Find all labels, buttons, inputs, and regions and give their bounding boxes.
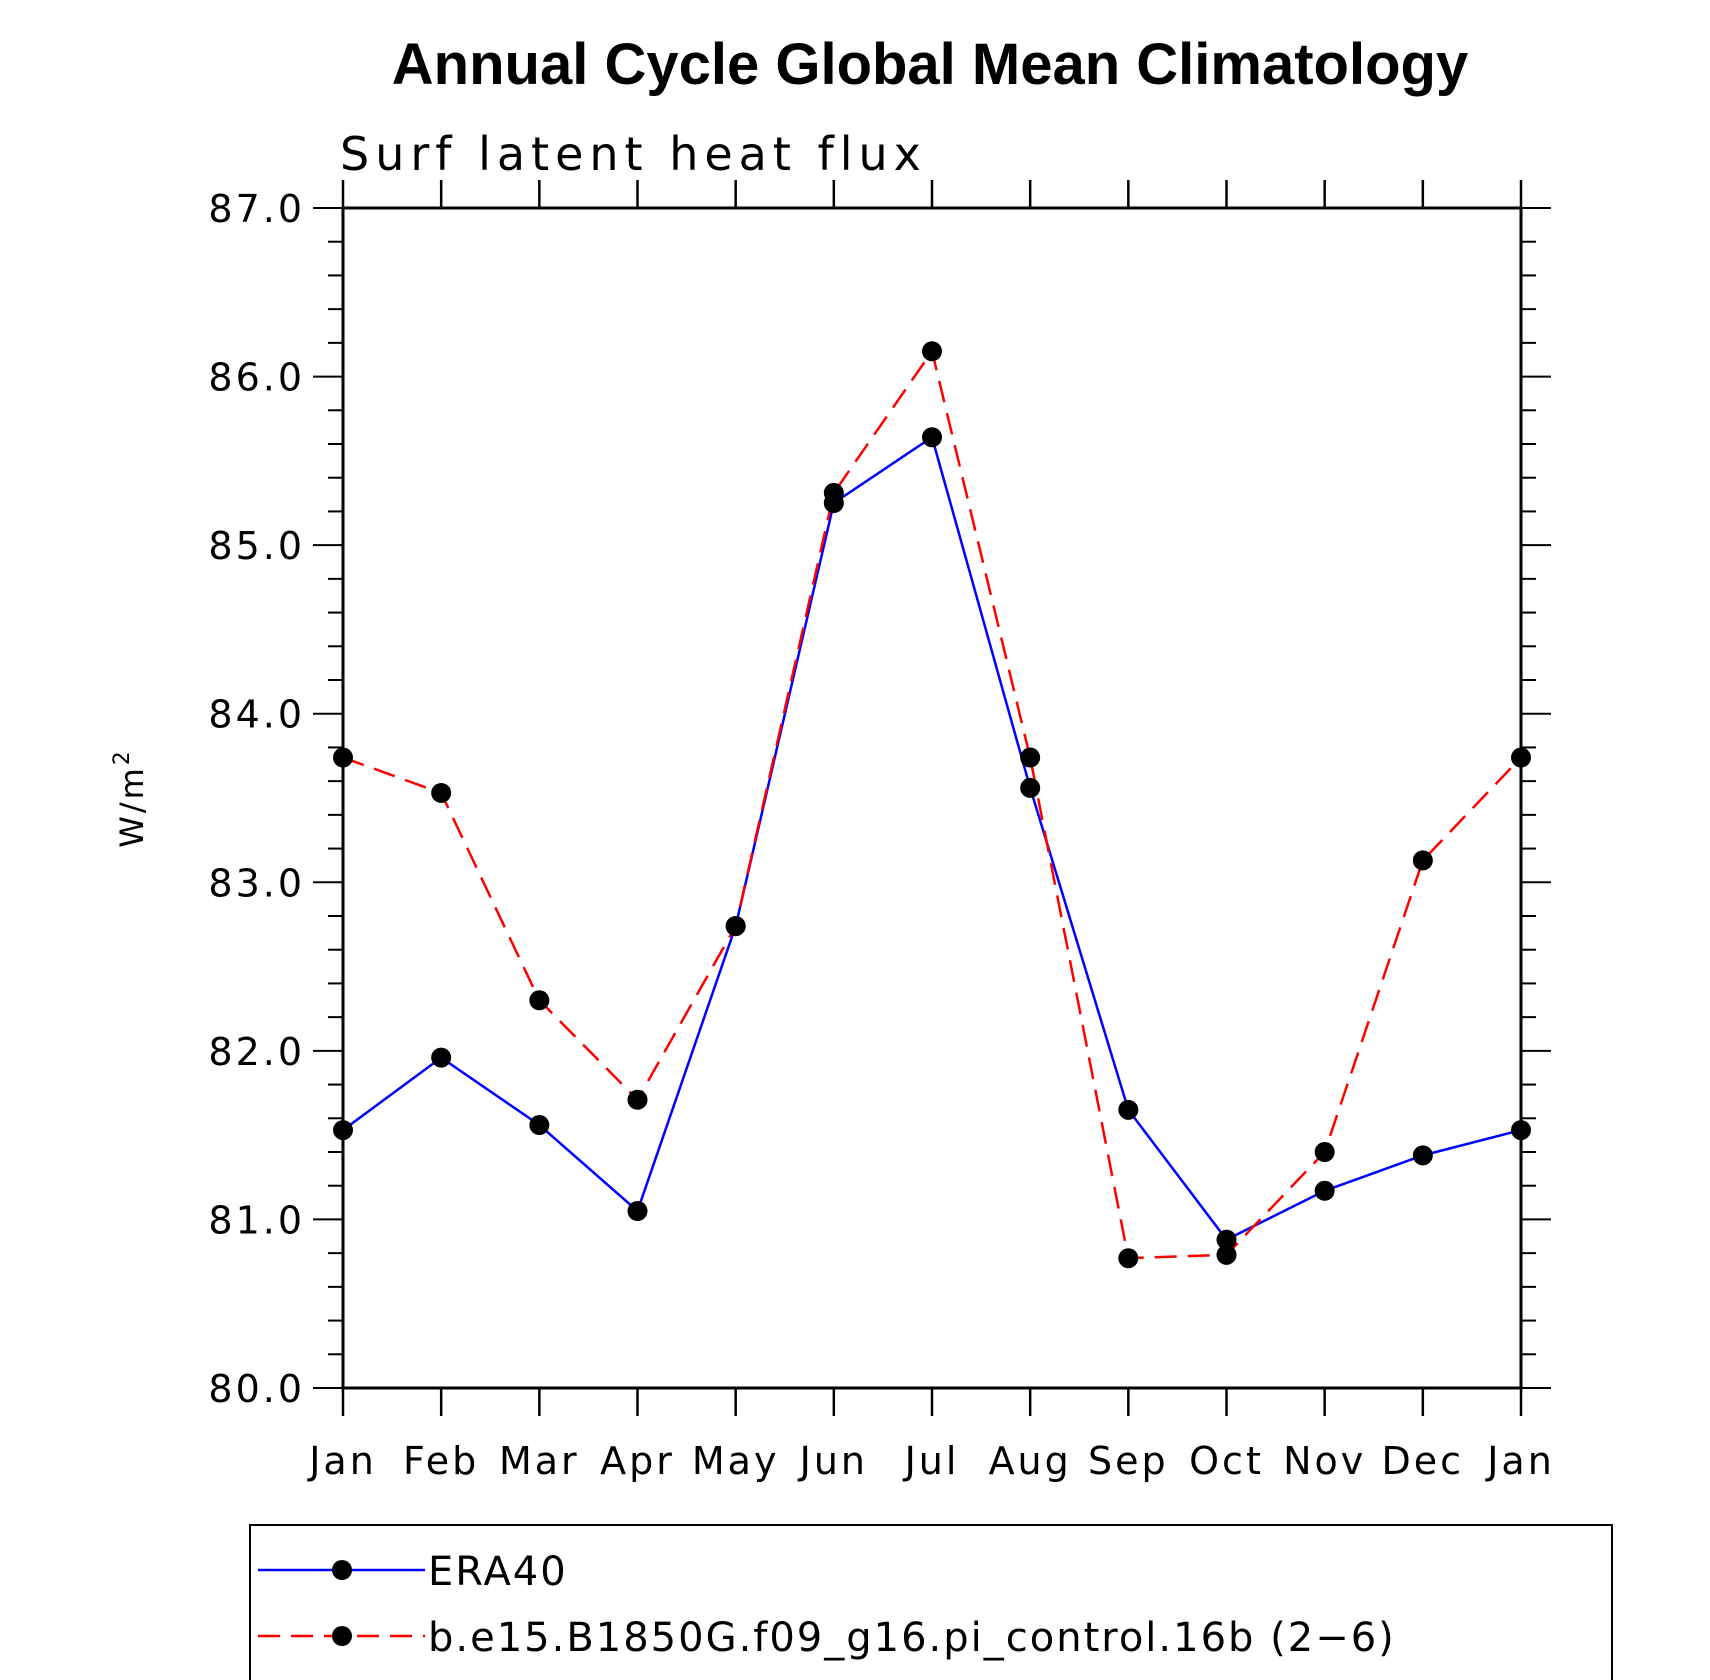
- x-tick-label: Jan: [307, 1439, 377, 1483]
- y-tick-label: 84.0: [208, 693, 305, 737]
- series-1-point: [1020, 777, 1041, 798]
- series-line-2: [342, 348, 1522, 1260]
- x-tick-label: Feb: [403, 1439, 479, 1483]
- x-tick-label: Mar: [499, 1439, 580, 1483]
- y-tick-label: 83.0: [208, 861, 305, 905]
- series-2-point: [627, 1089, 648, 1110]
- series-1-point: [1118, 1099, 1139, 1120]
- series-1-point: [922, 427, 942, 448]
- x-tick-label: Jun: [798, 1439, 868, 1483]
- plot-frame: [341, 206, 1523, 1390]
- series-2-point: [922, 341, 942, 362]
- series-2-point: [1511, 747, 1531, 768]
- series-1-point: [1314, 1180, 1335, 1201]
- legend-items: ERA40 b.e15.B1850G.f09_g16.pi_control.16b…: [258, 1549, 1396, 1661]
- y-tick-label: 81.0: [208, 1198, 305, 1242]
- series-1-point: [1412, 1145, 1433, 1166]
- series-2-point: [1020, 747, 1041, 768]
- legend-marker-1: [332, 1560, 352, 1580]
- y-tick-label: 85.0: [208, 524, 305, 568]
- series-2-point: [529, 990, 550, 1011]
- x-axis: Jan Feb Mar Apr May Jun Jul Aug Sep Oct Nov Dec Jan: [307, 180, 1555, 1483]
- legend-marker-2: [332, 1626, 352, 1646]
- legend-label-2: b.e15.B1850G.f09_g16.pi_control.16b (2−6…: [428, 1615, 1396, 1661]
- x-tick-label: Sep: [1088, 1439, 1169, 1483]
- y-axis-label-base: W/m: [113, 765, 151, 848]
- plot-area: 80.0 81.0 82.0 83.0 84.0 85.0 86.0 87.0 Jan Feb M…: [208, 180, 1555, 1483]
- series-2-point: [1412, 850, 1433, 871]
- series-1-point: [431, 1047, 452, 1068]
- x-tick-label: Apr: [600, 1439, 675, 1483]
- x-tick-label: Nov: [1283, 1439, 1366, 1483]
- series-1-point: [1216, 1229, 1237, 1250]
- y-tick-label: 87.0: [208, 187, 305, 231]
- legend-label-1: ERA40: [428, 1549, 568, 1595]
- series-1-point: [1511, 1120, 1531, 1141]
- x-tick-label: Dec: [1382, 1439, 1465, 1483]
- series-2-point: [333, 747, 353, 768]
- series-2-point: [1314, 1142, 1335, 1162]
- series-1-point: [333, 1120, 353, 1141]
- legend: ERA40 b.e15.B1850G.f09_g16.pi_control.16b…: [249, 1524, 1613, 1680]
- series-layer: [333, 341, 1531, 1269]
- x-tick-label: May: [692, 1439, 780, 1483]
- chart-title: Annual Cycle Global Mean Climatology: [392, 32, 1468, 97]
- chart-subtitle: Surf latent heat flux: [340, 127, 927, 181]
- series-line-1: [342, 435, 1522, 1242]
- y-tick-label: 86.0: [208, 356, 305, 400]
- y-axis-label-superscript: 2: [110, 748, 135, 765]
- y-axis-label: W/m2: [110, 748, 151, 848]
- series-2-point: [823, 482, 844, 503]
- series-1-point: [627, 1201, 648, 1221]
- x-tick-label: Oct: [1189, 1439, 1264, 1483]
- x-tick-label: Jul: [903, 1439, 960, 1483]
- series-2-point: [725, 916, 746, 937]
- series-2-point: [431, 782, 452, 803]
- y-tick-label: 82.0: [208, 1030, 305, 1074]
- series-2-point: [1216, 1244, 1237, 1265]
- y-axis: 80.0 81.0 82.0 83.0 84.0 85.0 86.0 87.0: [208, 187, 1551, 1411]
- legend-box: [249, 1524, 1613, 1680]
- series-1-point: [529, 1115, 550, 1136]
- y-tick-label: 80.0: [208, 1367, 305, 1411]
- series-2-point: [1118, 1248, 1139, 1269]
- x-tick-label: Aug: [989, 1439, 1072, 1483]
- x-tick-label: Jan: [1485, 1439, 1555, 1483]
